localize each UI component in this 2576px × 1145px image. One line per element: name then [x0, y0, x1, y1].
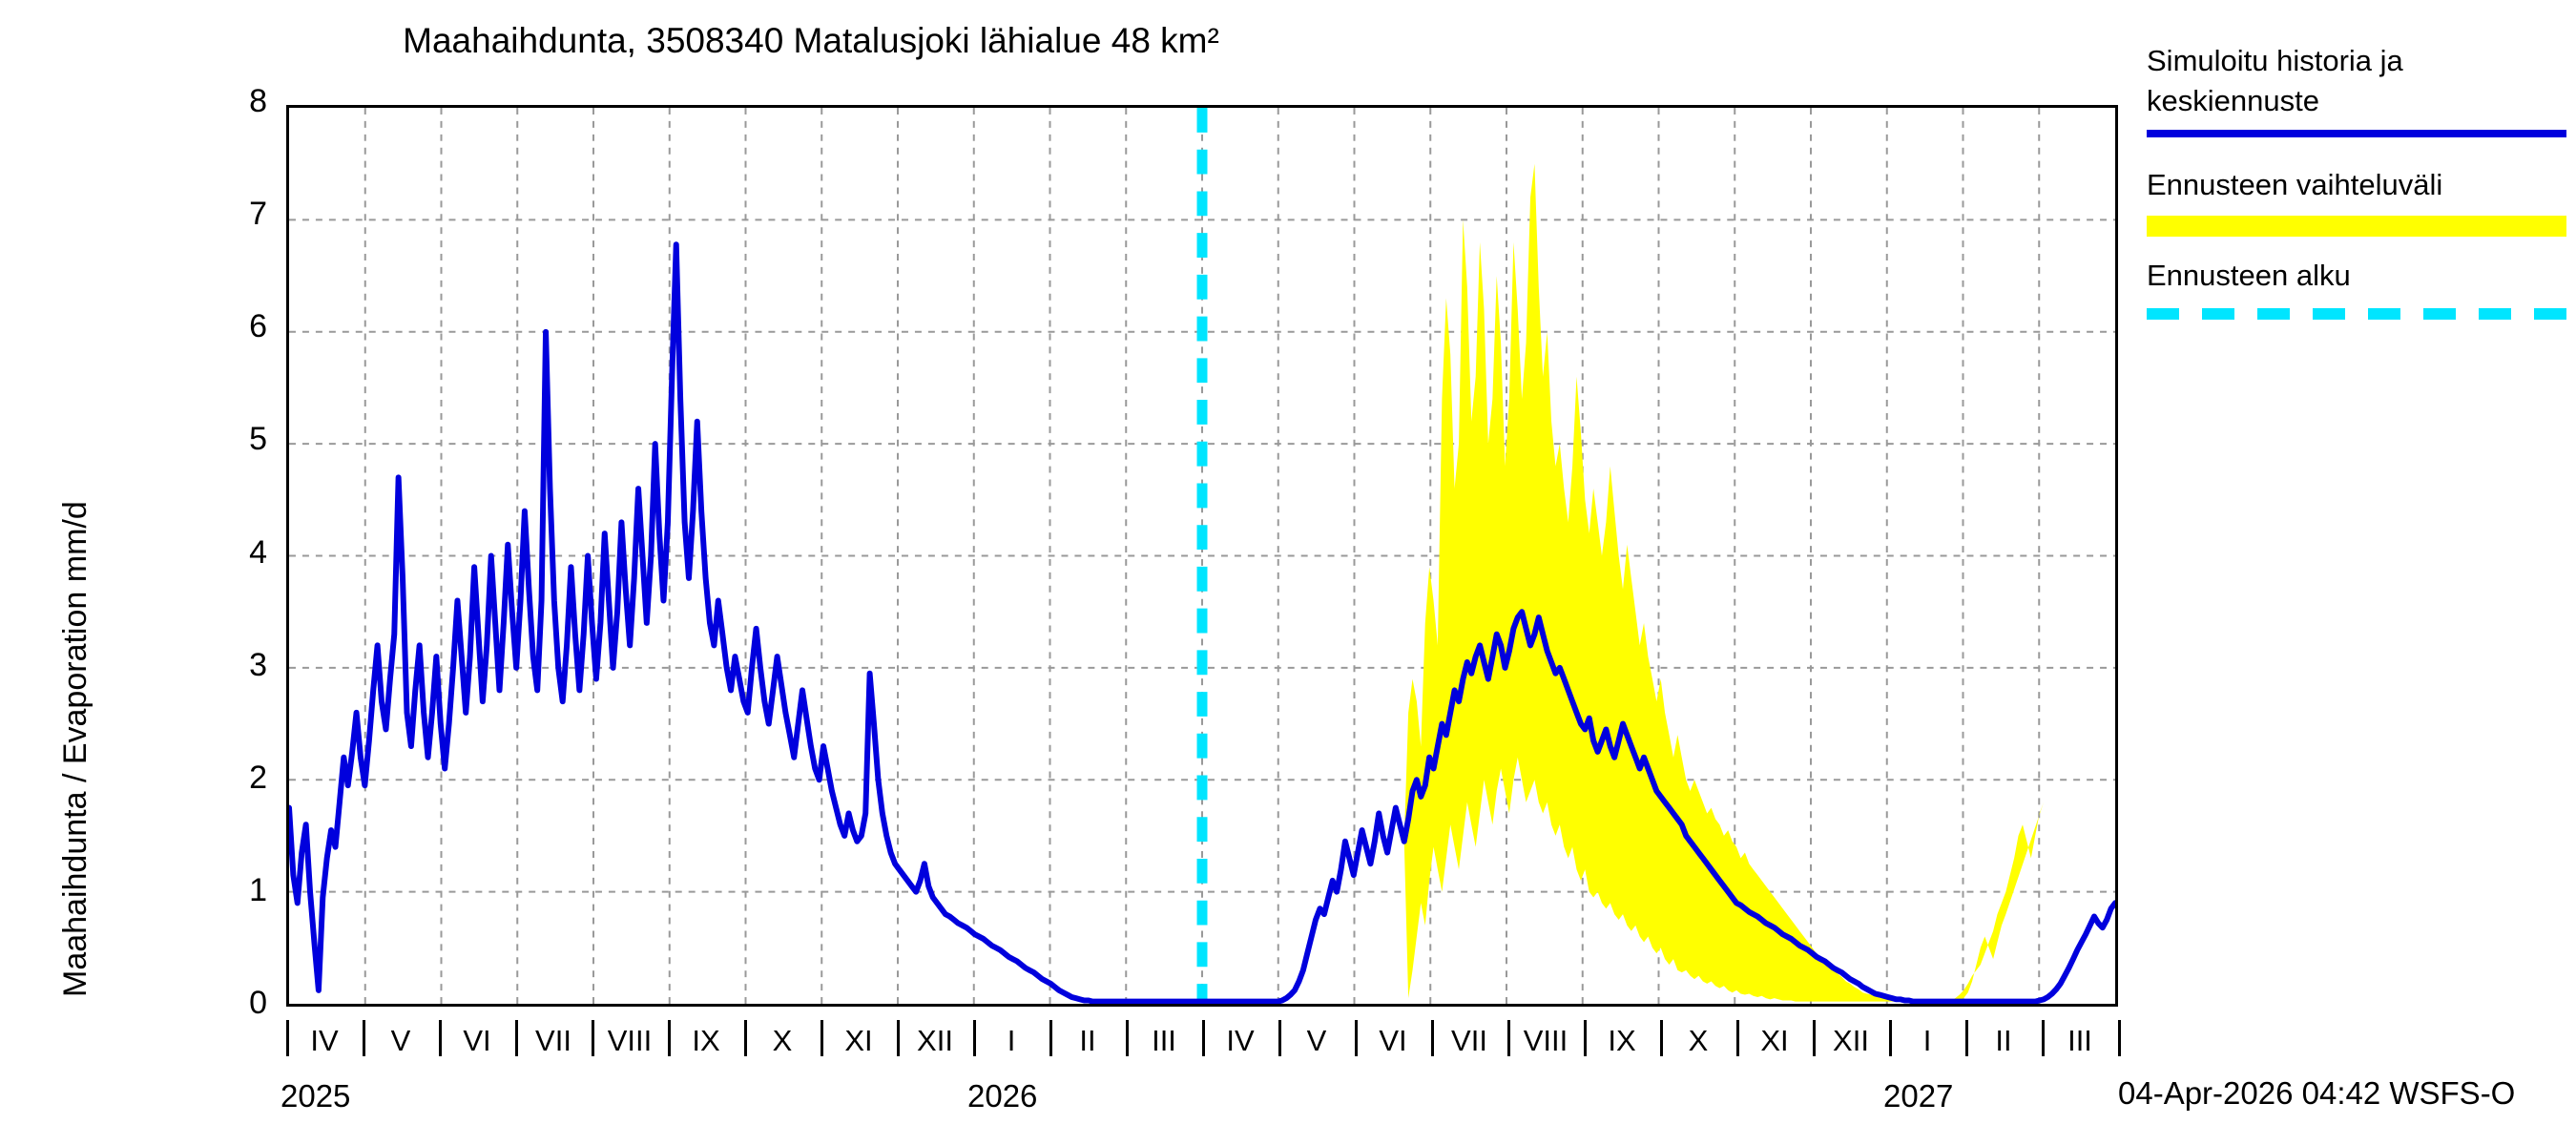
- legend-item: Ennusteen vaihteluväli: [2147, 168, 2566, 259]
- x-tick-label: I: [1922, 1024, 1932, 1057]
- x-tick-label: X: [1688, 1024, 1709, 1057]
- y-tick-label: 0: [249, 985, 267, 1021]
- x-tick-label: VI: [463, 1024, 491, 1057]
- y-tick-label: 8: [249, 83, 267, 119]
- x-tick-label: XII: [1833, 1024, 1869, 1057]
- x-tick-label: III: [2067, 1024, 2092, 1057]
- year-label: 2026: [967, 1078, 1038, 1114]
- y-tick-label: 6: [249, 308, 267, 345]
- x-tick-mark: [2042, 1020, 2045, 1056]
- y-tick-label: 1: [249, 871, 267, 908]
- legend-item: Ennusteen alku: [2147, 259, 2566, 349]
- plot-area: [286, 105, 2118, 1007]
- x-tick-label: V: [1306, 1024, 1327, 1057]
- x-tick-mark: [744, 1020, 747, 1056]
- x-tick-mark: [1889, 1020, 1892, 1056]
- x-tick-mark: [2118, 1020, 2121, 1056]
- legend-swatch: [2147, 130, 2566, 137]
- legend-label: Ennusteen alku: [2147, 259, 2351, 292]
- legend-swatch: [2147, 216, 2566, 237]
- x-tick-label: III: [1152, 1024, 1176, 1057]
- x-tick-label: XII: [917, 1024, 953, 1057]
- x-tick-label: XI: [1760, 1024, 1789, 1057]
- x-tick-label: IX: [1608, 1024, 1636, 1057]
- x-tick-label: VII: [535, 1024, 571, 1057]
- y-tick-label: 4: [249, 533, 267, 571]
- x-tick-mark: [363, 1020, 365, 1056]
- x-tick-mark: [1813, 1020, 1816, 1056]
- x-tick-mark: [439, 1020, 442, 1056]
- x-tick-mark: [1202, 1020, 1205, 1056]
- legend-item: Simuloitu historia ja keskiennuste: [2147, 44, 2566, 168]
- x-tick-mark: [515, 1020, 518, 1056]
- x-tick-label: VIII: [607, 1024, 653, 1057]
- x-tick-mark: [1049, 1020, 1052, 1056]
- timestamp-stamp: 04-Apr-2026 04:42 WSFS-O: [2118, 1075, 2516, 1111]
- x-tick-mark: [1736, 1020, 1739, 1056]
- x-tick-label: II: [1995, 1024, 2012, 1057]
- x-tick-label: XI: [844, 1024, 873, 1057]
- x-tick-mark: [286, 1020, 289, 1056]
- x-tick-mark: [821, 1020, 823, 1056]
- x-tick-label: IX: [692, 1024, 720, 1057]
- x-tick-mark: [1126, 1020, 1129, 1056]
- year-label: 2027: [1883, 1078, 1954, 1114]
- x-tick-mark: [1507, 1020, 1510, 1056]
- x-tick-label: IV: [310, 1024, 339, 1057]
- x-tick-label: X: [772, 1024, 793, 1057]
- x-tick-label: IV: [1226, 1024, 1255, 1057]
- x-tick-mark: [897, 1020, 900, 1056]
- legend-swatch: [2147, 308, 2566, 320]
- year-label: 2025: [280, 1078, 351, 1114]
- x-tick-mark: [973, 1020, 976, 1056]
- x-tick-mark: [592, 1020, 594, 1056]
- x-tick-label: I: [1007, 1024, 1016, 1057]
- legend-label: Ennusteen vaihteluväli: [2147, 168, 2443, 201]
- x-tick-label: V: [390, 1024, 411, 1057]
- chart-title: Maahaihdunta, 3508340 Matalusjoki lähial…: [403, 21, 1219, 60]
- x-tick-mark: [1355, 1020, 1358, 1056]
- legend-label: Simuloitu historia ja keskiennuste: [2147, 44, 2403, 117]
- x-tick-mark: [1278, 1020, 1281, 1056]
- chart-legend: Simuloitu historia ja keskiennuste Ennuste…: [2147, 44, 2566, 349]
- x-tick-mark: [668, 1020, 671, 1056]
- y-axis-label: Maahaihdunta / Evaporation mm/d: [57, 501, 93, 997]
- x-tick-mark: [1584, 1020, 1587, 1056]
- x-tick-label: VII: [1451, 1024, 1487, 1057]
- y-tick-label: 5: [249, 421, 267, 458]
- y-tick-label: 3: [249, 646, 267, 683]
- x-tick-mark: [1431, 1020, 1434, 1056]
- x-tick-mark: [1660, 1020, 1663, 1056]
- x-tick-label: VI: [1379, 1024, 1407, 1057]
- x-tick-label: II: [1079, 1024, 1096, 1057]
- y-tick-label: 7: [249, 196, 267, 233]
- x-tick-label: VIII: [1523, 1024, 1568, 1057]
- y-tick-label: 2: [249, 759, 267, 796]
- x-tick-mark: [1965, 1020, 1968, 1056]
